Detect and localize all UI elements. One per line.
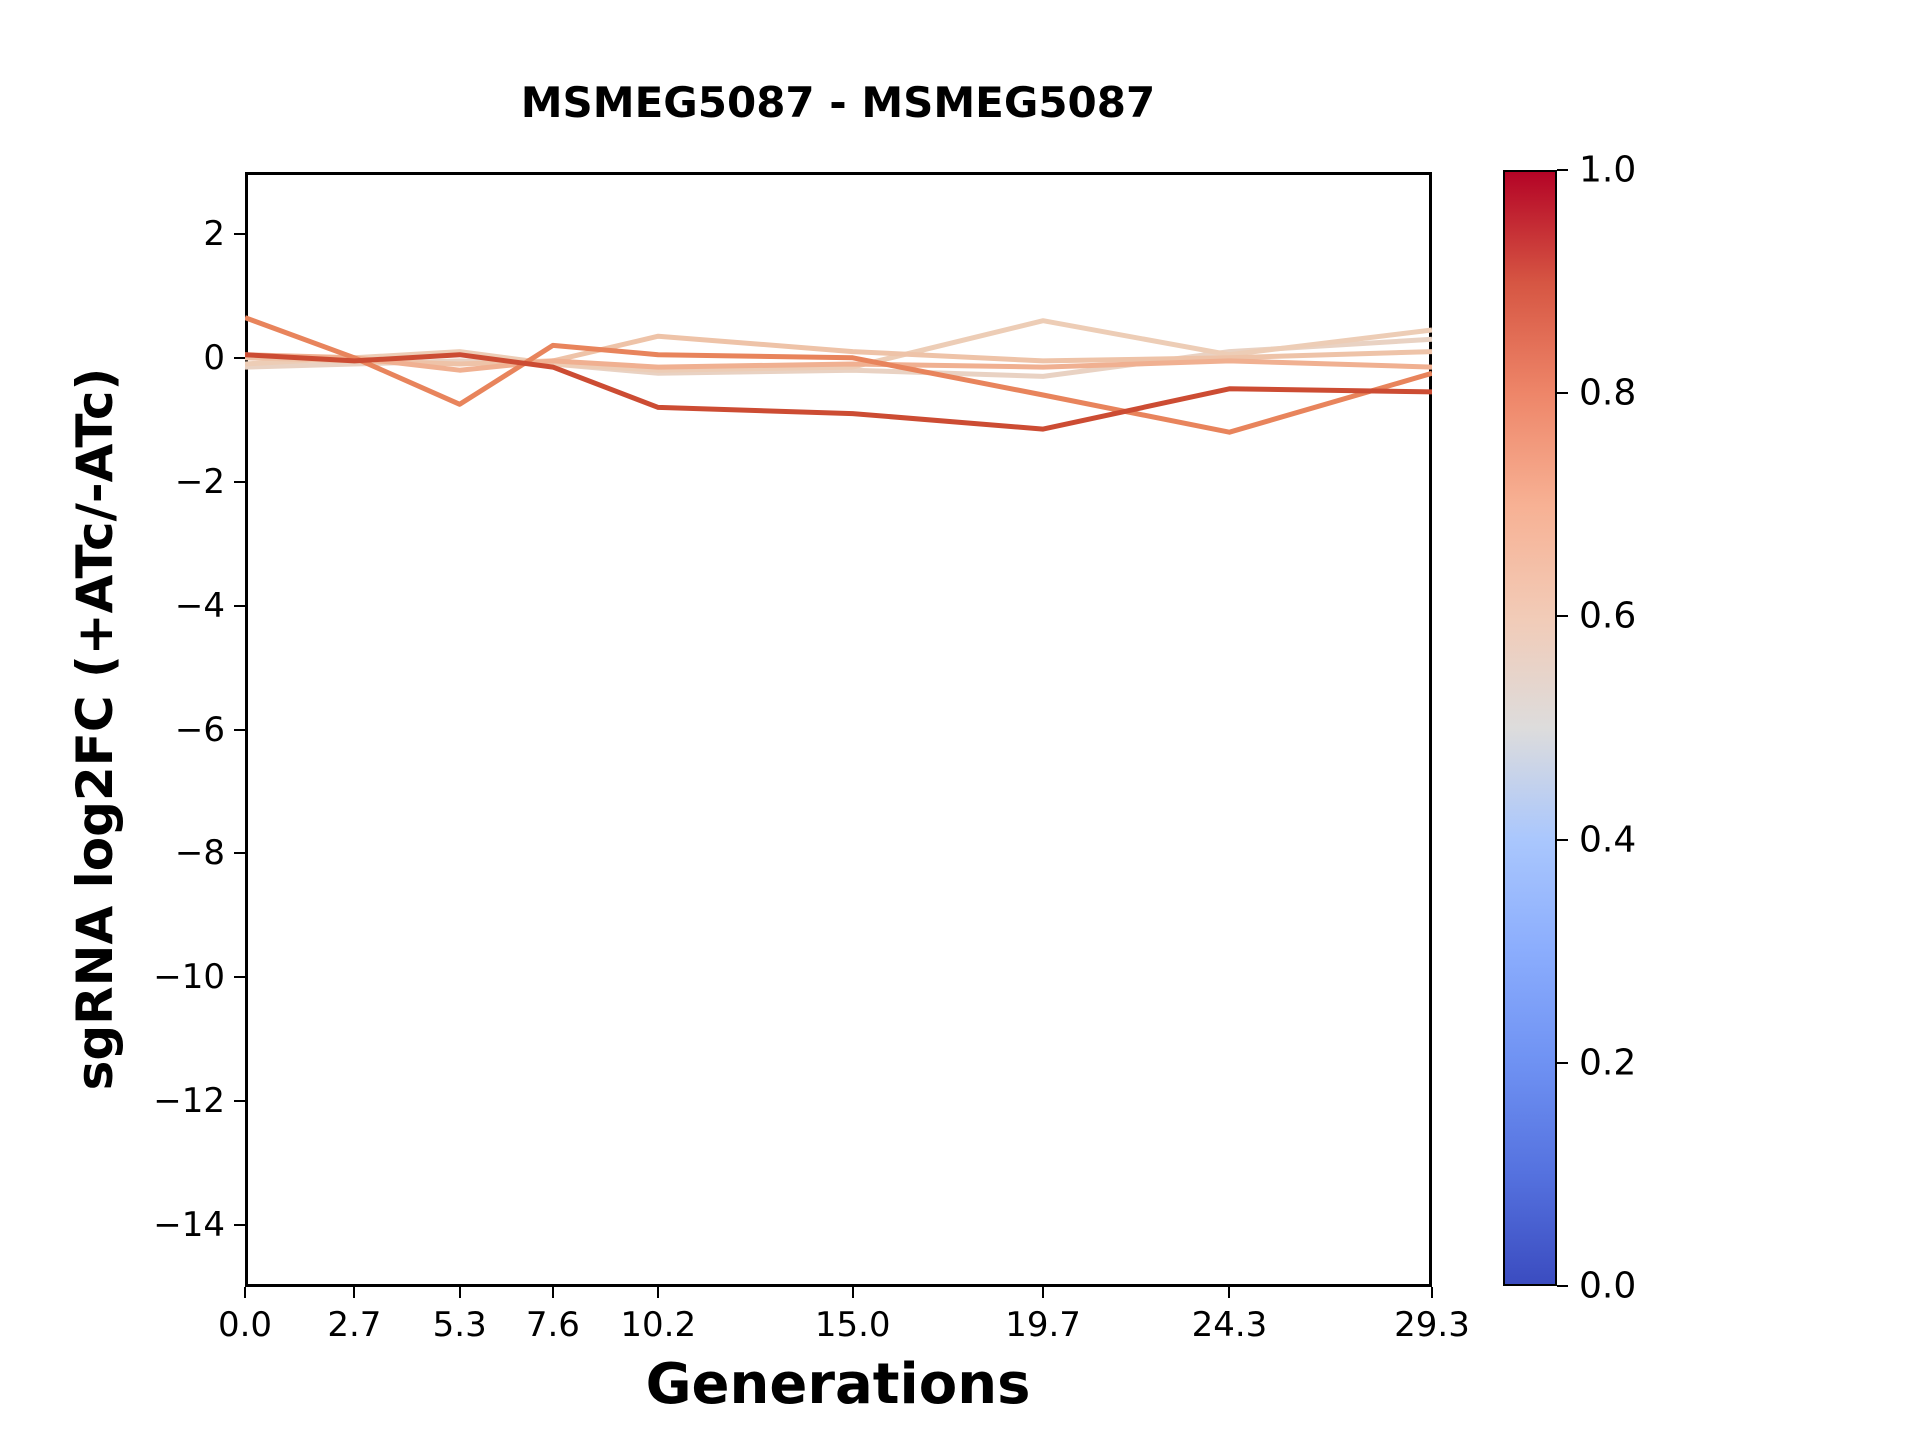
x-tick-label: 5.3 <box>432 1305 487 1345</box>
x-tick-label: 15.0 <box>814 1305 891 1345</box>
y-tick-label: −10 <box>153 957 225 998</box>
plot-area <box>245 172 1432 1287</box>
x-tick-mark <box>851 1287 854 1298</box>
y-tick-label: −2 <box>174 461 225 502</box>
x-tick-label: 7.6 <box>525 1305 580 1345</box>
x-tick-label: 19.7 <box>1005 1305 1081 1345</box>
x-tick-mark <box>458 1287 461 1298</box>
x-tick-label: 10.2 <box>620 1305 697 1345</box>
colorbar-tick-label: 0.8 <box>1579 372 1637 414</box>
x-tick-label: 0.0 <box>217 1305 273 1345</box>
colorbar-tick-mark <box>1557 1285 1568 1287</box>
y-tick-mark <box>234 976 245 979</box>
x-tick-mark <box>1228 1287 1231 1298</box>
y-tick-mark <box>234 728 245 731</box>
colorbar-tick-mark <box>1557 1061 1568 1064</box>
colorbar-tick-mark <box>1557 615 1568 618</box>
colorbar-tick-label: 0.6 <box>1579 595 1637 637</box>
y-tick-label: −12 <box>153 1081 225 1122</box>
y-tick-label: −8 <box>174 833 225 874</box>
x-tick-mark <box>1431 1287 1433 1298</box>
x-tick-label: 2.7 <box>327 1305 382 1345</box>
y-tick-mark <box>234 852 245 855</box>
colorbar-tick-mark <box>1557 392 1568 395</box>
y-tick-mark <box>234 232 245 235</box>
x-tick-mark <box>353 1287 356 1298</box>
x-tick-mark <box>244 1287 246 1298</box>
y-tick-mark <box>234 604 245 607</box>
colorbar-tick-mark <box>1557 169 1568 171</box>
y-tick-mark <box>234 356 245 359</box>
y-axis-label: sgRNA log2FC (+ATc/-ATc) <box>66 367 124 1091</box>
colorbar <box>1503 170 1557 1286</box>
chart-title: MSMEG5087 - MSMEG5087 <box>520 78 1156 127</box>
colorbar-tick-mark <box>1557 838 1568 841</box>
colorbar-tick-label: 1.0 <box>1579 149 1637 191</box>
y-tick-label: 2 <box>203 213 225 254</box>
x-tick-mark <box>551 1287 554 1298</box>
x-tick-label: 29.3 <box>1394 1305 1470 1345</box>
x-axis-label: Generations <box>645 1352 1031 1417</box>
colorbar-tick-label: 0.4 <box>1579 819 1637 861</box>
y-tick-label: −6 <box>174 709 225 750</box>
y-tick-mark <box>234 1224 245 1227</box>
colorbar-tick-label: 0.0 <box>1579 1265 1637 1307</box>
x-tick-label: 24.3 <box>1191 1305 1268 1345</box>
colorbar-tick-label: 0.2 <box>1579 1042 1637 1084</box>
y-tick-label: 0 <box>203 337 225 378</box>
y-tick-mark <box>234 480 245 483</box>
x-tick-mark <box>1042 1287 1045 1298</box>
y-tick-label: −14 <box>153 1205 225 1246</box>
x-tick-mark <box>657 1287 660 1298</box>
y-tick-mark <box>234 1100 245 1103</box>
y-tick-label: −4 <box>174 585 225 626</box>
